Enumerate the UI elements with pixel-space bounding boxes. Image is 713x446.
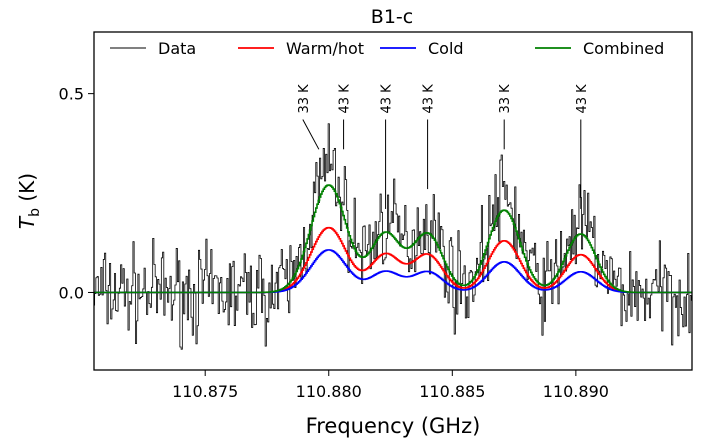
y-tick-label: 0.0 (59, 283, 84, 302)
annotation-label: 43 K (422, 84, 437, 114)
annotation-label: 43 K (338, 84, 353, 114)
annotation-label: 33 K (498, 84, 513, 114)
legend-label: Cold (428, 39, 464, 58)
plot-area: 43 K 33 K 43 K 43 K 33 K 43 K (94, 84, 692, 350)
x-axis: 110.875 110.880 110.885 110.890 (172, 370, 609, 401)
plot-frame (93, 31, 693, 371)
legend-label: Warm/hot (286, 39, 364, 58)
chart-title: B1-c (371, 6, 413, 28)
annotation-label: 43 K (575, 84, 590, 114)
y-tick-label: 0.5 (59, 85, 84, 104)
x-tick-label: 110.890 (543, 382, 609, 401)
legend-label: Data (158, 39, 196, 58)
x-tick-label: 110.885 (419, 382, 485, 401)
legend: Data Warm/hot Cold Combined (110, 39, 664, 58)
series-data-line (94, 123, 692, 350)
y-axis: 0.0 0.5 (59, 85, 94, 302)
x-tick-label: 110.880 (296, 382, 362, 401)
x-axis-label: Frequency (GHz) (306, 414, 481, 438)
annotation-label: 43 K (380, 84, 395, 114)
annotation-label: 33 K (297, 84, 312, 114)
legend-label: Combined (583, 39, 664, 58)
y-axis-label: Tb (K) (15, 173, 43, 229)
series-combined-line (94, 184, 692, 294)
annotation-tick (302, 119, 320, 150)
x-tick-label: 110.875 (172, 382, 238, 401)
